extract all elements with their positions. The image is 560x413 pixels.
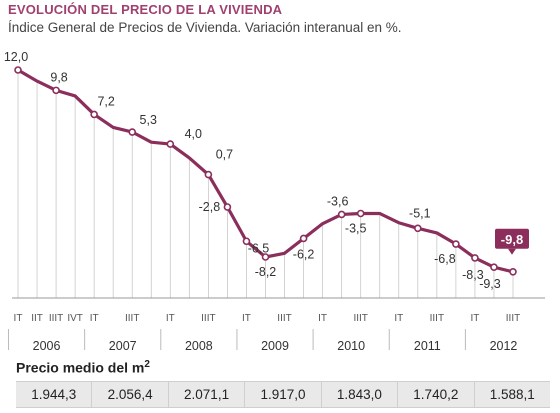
price-cell: 2.071,1 — [167, 382, 244, 407]
data-label: -6,2 — [293, 247, 315, 261]
data-label: -3,6 — [327, 194, 349, 208]
quarter-tick-label: IT — [166, 313, 175, 324]
year-label: 2008 — [185, 339, 213, 353]
data-markers: 12,0 9,8 7,2 5,3 4,0 0,7 -2,8 -6,5 -8,2 -6,2 -3,6 -… — [4, 50, 529, 291]
data-label: 7,2 — [97, 94, 114, 108]
data-label-highlight: -9,8 — [501, 232, 523, 247]
price-table-title: Precio medio del m2 — [16, 359, 150, 376]
year-label: 2012 — [490, 339, 518, 353]
data-point — [414, 224, 422, 233]
chart-subtitle: Índice General de Precios de Vivienda. V… — [8, 20, 402, 35]
data-point — [166, 140, 175, 148]
data-label: -8,3 — [462, 268, 484, 282]
quarter-tick-label: IIIT — [125, 313, 139, 324]
year-label: 2007 — [109, 339, 137, 353]
quarter-tick-label: IIIT — [506, 313, 520, 324]
price-cell: 1.944,3 — [31, 387, 77, 402]
quarter-tick-label: IIIT — [430, 313, 444, 324]
quarter-tick-label: IT — [470, 313, 479, 324]
year-label: 2006 — [33, 339, 61, 353]
data-label: -9,3 — [479, 277, 501, 291]
data-point — [261, 253, 270, 261]
data-point — [14, 66, 22, 74]
data-point — [490, 263, 498, 271]
quarter-tick-label: IT — [394, 313, 403, 324]
data-label: -2,8 — [199, 200, 221, 214]
price-cell: 2.056,4 — [91, 382, 167, 407]
quarter-tick-label: IIIT — [277, 313, 291, 324]
data-label: -8,2 — [255, 265, 277, 279]
line-chart: 12,0 9,8 7,2 5,3 4,0 0,7 -2,8 -6,5 -8,2 -6,2 -3,6 -… — [4, 50, 545, 353]
data-label: 9,8 — [50, 70, 67, 84]
grid-lines — [17, 70, 514, 298]
data-point — [337, 210, 346, 219]
data-label: 4,0 — [185, 127, 202, 141]
quarter-tick-label: IIT — [31, 313, 43, 324]
quarter-tick-label: IT — [14, 313, 23, 324]
quarter-tick-label: IT — [242, 313, 251, 324]
data-point — [128, 128, 137, 136]
chart-title: EVOLUCIÓN DEL PRECIO DE LA VIVIENDA — [8, 2, 283, 17]
data-label: 0,7 — [216, 148, 233, 162]
price-table: 1.944,3 2.056,4 2.071,1 1.917,0 1.843,0 … — [16, 381, 550, 408]
data-point — [509, 268, 517, 276]
data-point — [452, 240, 460, 248]
price-cell: 1.740,2 — [397, 382, 473, 407]
data-point — [299, 234, 308, 243]
data-label: 12,0 — [4, 50, 28, 64]
year-label: 2009 — [261, 339, 289, 353]
price-cell: 1.843,0 — [320, 382, 397, 407]
quarter-tick-label: IT — [318, 313, 327, 324]
data-point — [223, 203, 232, 211]
quarter-tick-label: IIIT — [353, 313, 367, 324]
data-label: -5,1 — [409, 206, 431, 220]
highlight-badge — [495, 228, 529, 249]
data-label: 5,3 — [140, 113, 157, 127]
price-cell: 1.917,0 — [244, 382, 320, 407]
year-label: 2011 — [414, 339, 441, 353]
data-label: -6,5 — [248, 241, 270, 255]
quarter-tick-label: IT — [90, 313, 99, 324]
data-point — [52, 86, 60, 95]
data-point — [356, 209, 365, 218]
quarter-tick-label: IIIT — [201, 313, 215, 324]
year-label: 2010 — [337, 339, 365, 353]
price-cell: 1.588,1 — [473, 382, 550, 407]
data-label: -6,8 — [434, 252, 456, 266]
data-point — [471, 254, 479, 262]
data-label: -3,5 — [345, 221, 367, 235]
data-point — [90, 110, 98, 119]
highlight-badge-pointer — [508, 248, 516, 255]
data-point — [242, 237, 251, 246]
data-point — [204, 170, 213, 179]
quarter-tick-label: IIIT — [49, 313, 63, 324]
x-axis: IT IIT IIIT IVT IT IIIT IT IIIT IT IIIT IT IIIT IT II… — [7, 297, 545, 353]
quarter-tick-label: IVT — [67, 313, 83, 324]
